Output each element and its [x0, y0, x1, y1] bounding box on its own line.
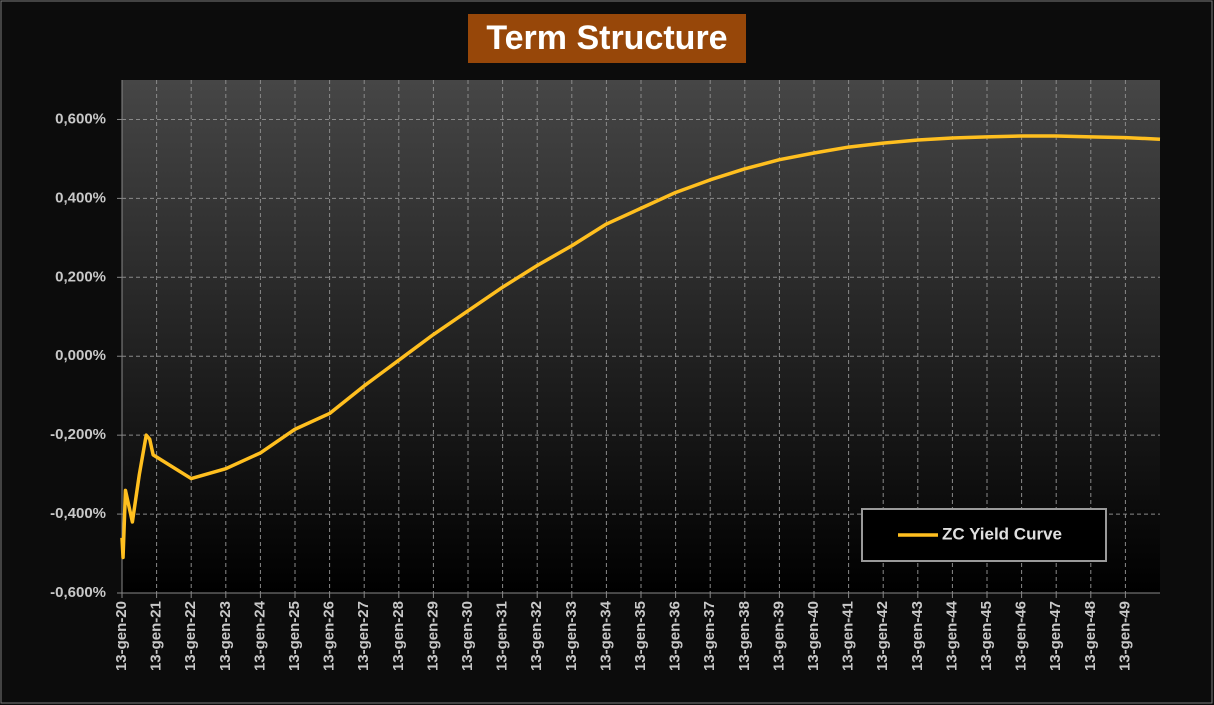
y-tick-label: -0,600% — [50, 584, 106, 601]
x-tick-label: 13-gen-45 — [978, 601, 995, 671]
x-tick-label: 13-gen-28 — [390, 601, 407, 671]
legend-label: ZC Yield Curve — [942, 524, 1062, 543]
x-tick-label: 13-gen-33 — [563, 601, 580, 671]
x-tick-label: 13-gen-42 — [874, 601, 891, 671]
y-tick-label: -0,200% — [50, 426, 106, 443]
y-tick-label: -0,400% — [50, 505, 106, 522]
x-tick-label: 13-gen-36 — [667, 601, 684, 671]
title-box — [468, 14, 746, 63]
x-tick-label: 13-gen-29 — [424, 601, 441, 671]
x-tick-label: 13-gen-37 — [701, 601, 718, 671]
x-tick-label: 13-gen-40 — [805, 601, 822, 671]
x-tick-label: 13-gen-27 — [355, 601, 372, 671]
x-tick-label: 13-gen-31 — [494, 601, 511, 671]
x-tick-label: 13-gen-46 — [1013, 601, 1030, 671]
x-tick-label: 13-gen-41 — [840, 601, 857, 671]
x-tick-label: 13-gen-44 — [943, 600, 960, 671]
x-tick-label: 13-gen-34 — [597, 600, 614, 671]
x-tick-label: 13-gen-26 — [321, 601, 338, 671]
x-tick-label: 13-gen-47 — [1047, 601, 1064, 671]
y-tick-label: 0,000% — [55, 347, 106, 364]
x-tick-label: 13-gen-35 — [632, 601, 649, 671]
x-tick-label: 13-gen-21 — [148, 601, 165, 671]
x-tick-label: 13-gen-43 — [909, 601, 926, 671]
x-tick-label: 13-gen-38 — [736, 601, 753, 671]
x-tick-label: 13-gen-20 — [113, 601, 130, 671]
x-tick-label: 13-gen-23 — [217, 601, 234, 671]
x-tick-label: 13-gen-24 — [251, 600, 268, 671]
x-tick-label: 13-gen-30 — [459, 601, 476, 671]
chart-title: Term Structure — [486, 19, 727, 57]
x-tick-label: 13-gen-22 — [182, 601, 199, 671]
x-tick-label: 13-gen-49 — [1116, 601, 1133, 671]
x-tick-label: 13-gen-25 — [286, 601, 303, 671]
y-tick-label: 0,200% — [55, 268, 106, 285]
line-series — [120, 134, 1161, 560]
y-tick-label: 0,600% — [55, 110, 106, 127]
y-tick-label: 0,400% — [55, 189, 106, 206]
x-tick-label: 13-gen-48 — [1082, 601, 1099, 671]
x-tick-label: 13-gen-32 — [528, 601, 545, 671]
x-tick-label: 13-gen-39 — [770, 601, 787, 671]
